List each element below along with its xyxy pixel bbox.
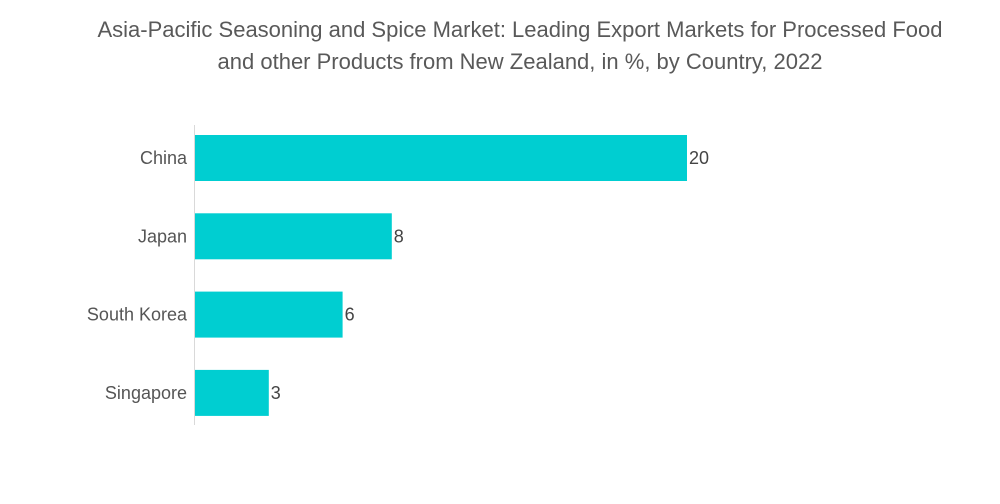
- category-label-singapore: Singapore: [105, 383, 187, 403]
- value-label-china: 20: [689, 148, 709, 168]
- bars-layer: China 20 Japan 8 South Korea 6 Singapore 3: [87, 135, 709, 416]
- bar-south-korea: [195, 291, 343, 338]
- chart-title-line-2: and other Products from New Zealand, in …: [217, 49, 823, 74]
- chart-title: Asia-Pacific Seasoning and Spice Market:…: [40, 14, 1000, 78]
- value-label-south-korea: 6: [345, 305, 355, 325]
- value-label-singapore: 3: [271, 383, 281, 403]
- category-label-south-korea: South Korea: [87, 305, 188, 325]
- chart-title-line-1: Asia-Pacific Seasoning and Spice Market:…: [97, 17, 943, 42]
- category-label-japan: Japan: [138, 226, 187, 246]
- bar-singapore: [195, 369, 269, 416]
- value-label-japan: 8: [394, 226, 404, 246]
- bar-china: [195, 135, 687, 181]
- bar-japan: [195, 213, 392, 260]
- category-label-china: China: [140, 148, 188, 168]
